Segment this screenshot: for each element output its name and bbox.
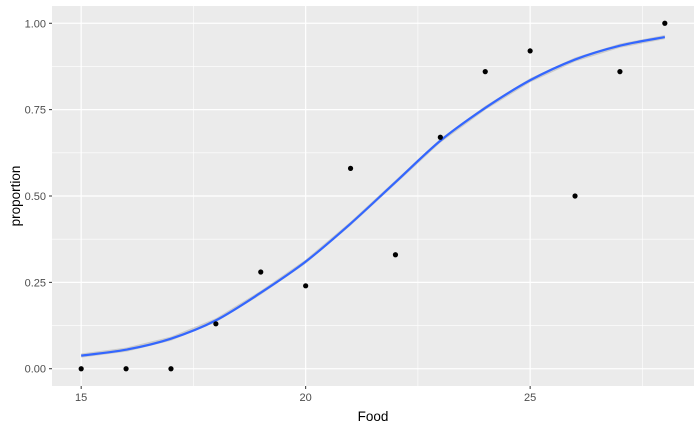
data-point [258, 269, 264, 275]
data-point [123, 366, 129, 372]
data-point [303, 283, 309, 289]
fit-line [81, 36, 666, 357]
y-tick-label: 0.50 [25, 191, 46, 203]
data-point [347, 165, 354, 171]
y-axis-title: proportion [8, 166, 23, 227]
x-axis: 15 20 25 [75, 386, 536, 404]
y-tick-label: 0.25 [25, 277, 46, 289]
x-axis-title: Food [358, 409, 389, 424]
data-point [168, 366, 174, 372]
y-tick-label: 0.75 [25, 105, 46, 117]
y-tick-label: 0.00 [25, 364, 46, 376]
y-axis: 0.00 0.25 0.50 0.75 1.00 [25, 18, 52, 376]
y-tick-label: 1.00 [25, 18, 46, 30]
x-tick-label: 15 [75, 392, 87, 404]
data-point [437, 134, 443, 140]
points-layer [78, 20, 668, 372]
fit-layer [81, 35, 666, 358]
data-point [527, 48, 533, 54]
major-gridlines [52, 6, 694, 386]
data-point [213, 321, 219, 327]
data-point [617, 69, 623, 75]
data-point [392, 252, 399, 258]
data-point [482, 69, 488, 75]
data-point [78, 366, 84, 372]
data-point [572, 193, 578, 199]
x-tick-label: 25 [524, 392, 536, 404]
data-point [662, 20, 668, 26]
x-tick-label: 20 [300, 392, 312, 404]
